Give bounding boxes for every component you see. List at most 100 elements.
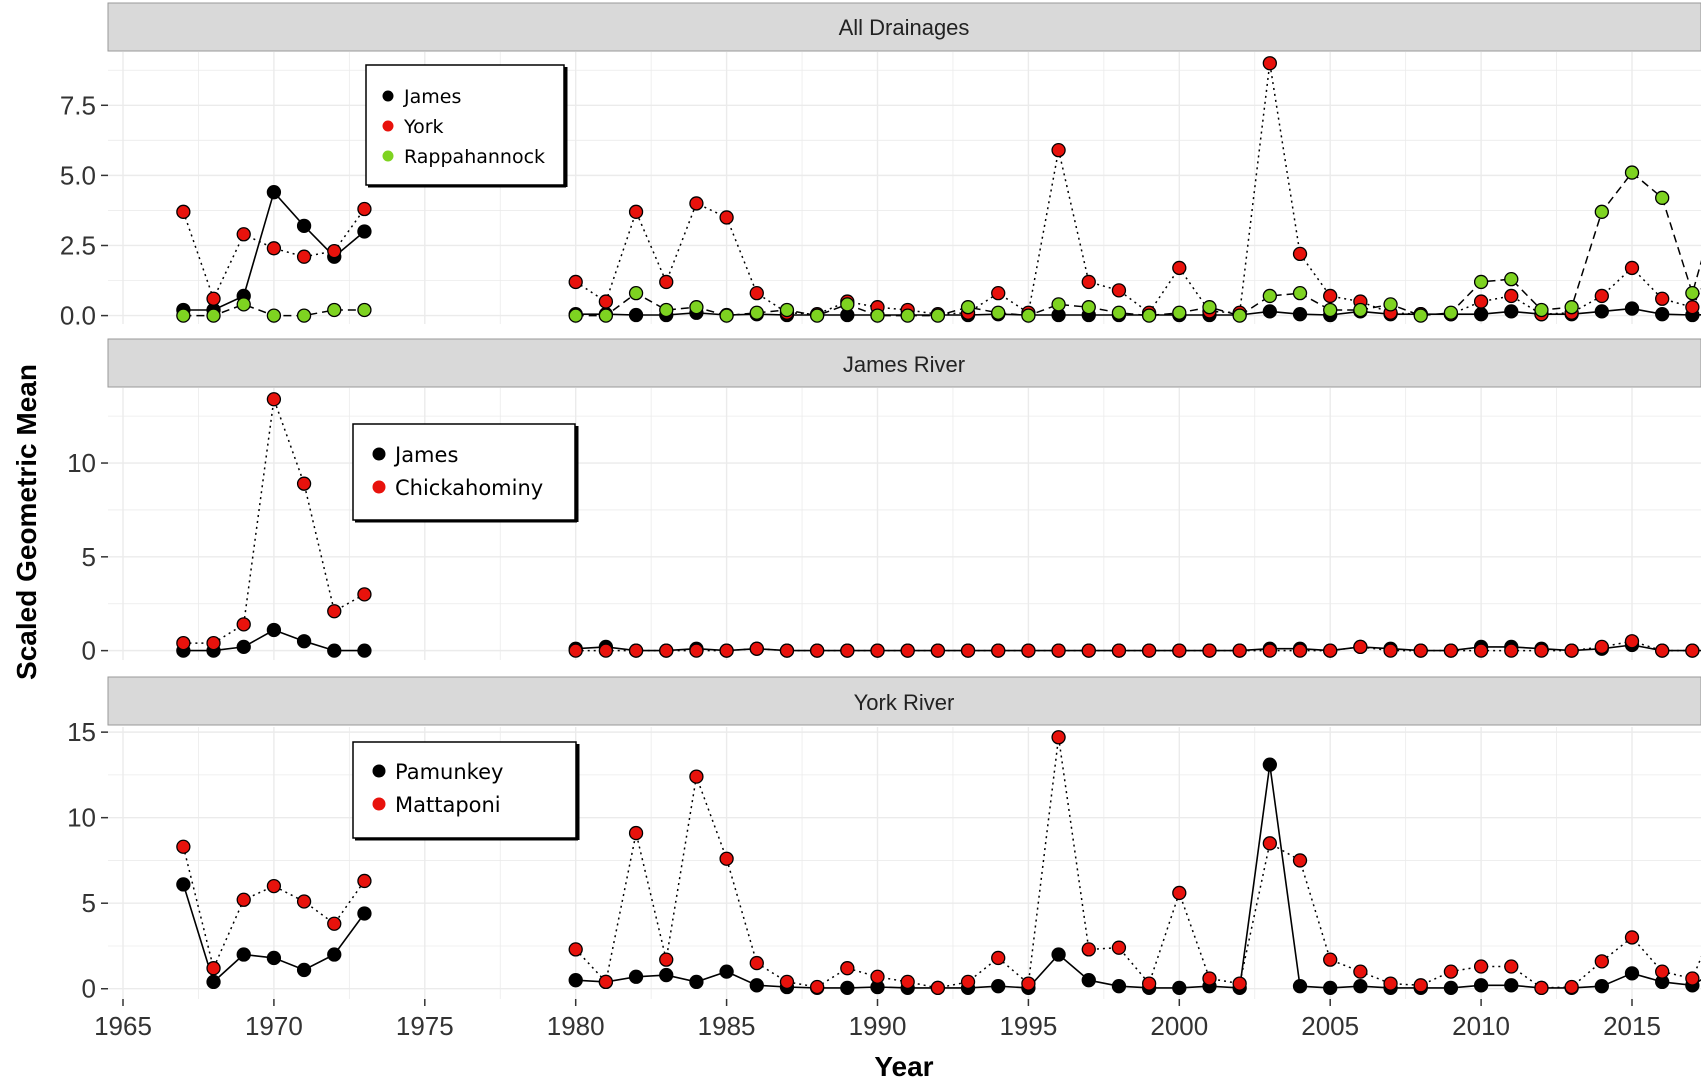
data-point-mattaponi: [1594, 954, 1609, 969]
data-point-mattaponi: [1232, 976, 1247, 991]
legend-box: [352, 423, 576, 521]
data-point-james: [266, 185, 282, 200]
data-point-mattaponi: [840, 961, 855, 976]
series-marks: [176, 730, 1701, 996]
data-point-york: [1504, 288, 1519, 304]
data-point-pamunkey: [1473, 978, 1489, 993]
data-point-mattaponi: [236, 892, 251, 907]
data-point-york: [749, 286, 764, 301]
data-point-pamunkey: [1594, 979, 1609, 994]
data-point-rappahannock: [296, 308, 312, 323]
data-point-york: [266, 241, 282, 256]
series-marks: [176, 56, 1701, 323]
data-point-york: [659, 274, 674, 290]
data-point-rappahannock: [1504, 271, 1519, 287]
data-point-chickahominy: [1202, 643, 1217, 658]
legend-key-york: [382, 120, 394, 132]
data-point-rappahannock: [1443, 305, 1459, 320]
data-point-mattaponi: [1202, 971, 1217, 986]
data-point-mattaponi: [1262, 836, 1277, 851]
data-point-rappahannock: [1685, 286, 1700, 301]
legend: James York Rappahannock: [365, 64, 568, 188]
data-point-rappahannock: [1594, 204, 1609, 219]
y-tick-label: 5: [82, 542, 96, 572]
data-point-james: [1473, 307, 1489, 322]
data-point-rappahannock: [779, 302, 795, 318]
data-point-rappahannock: [1141, 308, 1157, 323]
legend-label-james: James: [393, 443, 458, 467]
data-point-pamunkey: [1051, 947, 1066, 962]
data-point-chickahominy: [870, 643, 885, 658]
data-point-york: [628, 204, 644, 219]
data-point-chickahominy: [236, 617, 251, 632]
data-point-chickahominy: [991, 643, 1006, 658]
data-point-chickahominy: [1504, 643, 1519, 658]
data-point-mattaponi: [749, 955, 764, 971]
x-tick-label: 1970: [245, 1011, 303, 1041]
data-point-york: [176, 204, 191, 219]
data-point-mattaponi: [1051, 730, 1066, 745]
data-point-mattaponi: [1353, 964, 1368, 979]
data-point-mattaponi: [598, 974, 614, 990]
data-point-rappahannock: [1081, 300, 1096, 315]
data-point-rappahannock: [206, 308, 221, 323]
data-point-pamunkey: [1504, 978, 1519, 993]
data-point-mattaponi: [930, 980, 946, 996]
panel-york-river: York River 0 5 10 15 Pamunkey Mattaponi: [67, 676, 1701, 1004]
data-point-rappahannock: [1292, 286, 1308, 301]
legend-label-chickahominy: Chickahominy: [395, 476, 543, 500]
data-point-mattaponi: [1141, 976, 1157, 991]
data-point-rappahannock: [809, 308, 825, 323]
data-point-pamunkey: [1624, 966, 1640, 981]
data-point-chickahominy: [1624, 634, 1640, 649]
data-point-chickahominy: [1413, 643, 1428, 658]
data-point-chickahominy: [809, 643, 825, 658]
y-tick-label: 7.5: [60, 90, 96, 120]
data-point-pamunkey: [266, 950, 282, 966]
data-point-chickahominy: [327, 604, 342, 619]
data-point-pamunkey: [749, 978, 764, 993]
data-point-pamunkey: [236, 947, 251, 962]
data-point-rappahannock: [327, 302, 342, 318]
data-point-mattaponi: [1383, 976, 1398, 991]
legend-label-rappahannock: Rappahannock: [404, 146, 545, 168]
data-point-rappahannock: [1172, 305, 1187, 320]
data-point-mattaponi: [357, 873, 372, 889]
data-point-rappahannock: [357, 302, 372, 318]
data-point-mattaponi: [327, 916, 342, 931]
legend-box: [365, 64, 565, 186]
data-point-chickahominy: [266, 392, 282, 407]
data-point-mattaponi: [960, 974, 976, 990]
data-point-chickahominy: [1685, 643, 1700, 658]
data-point-rappahannock: [1353, 302, 1368, 318]
data-point-rappahannock: [930, 308, 946, 323]
data-point-james: [628, 307, 644, 323]
data-point-mattaponi: [659, 952, 674, 967]
data-point-pamunkey: [1262, 757, 1277, 772]
data-point-chickahominy: [840, 643, 855, 658]
data-point-pamunkey: [719, 964, 734, 979]
data-point-chickahominy: [659, 643, 674, 658]
y-tick-label: 10: [67, 448, 96, 478]
x-tick-label: 2010: [1452, 1011, 1510, 1041]
data-point-york: [1051, 142, 1066, 158]
data-point-york: [1323, 288, 1338, 304]
data-point-chickahominy: [1443, 643, 1459, 658]
x-axis: 1965 1970 1975 1980 1985 1990 1995 2000 2005 2010…: [94, 999, 1661, 1041]
data-point-chickahominy: [1172, 643, 1187, 658]
legend-label-mattaponi: Mattaponi: [395, 793, 501, 817]
data-point-rappahannock: [870, 308, 885, 323]
data-point-chickahominy: [1655, 643, 1670, 658]
data-point-rappahannock: [659, 302, 674, 318]
data-point-pamunkey: [327, 947, 342, 962]
data-point-pamunkey: [628, 969, 644, 984]
data-point-mattaponi: [1323, 952, 1338, 967]
y-axis: 0 5 10 15: [67, 717, 108, 1004]
x-tick-label: 1990: [849, 1011, 907, 1041]
series-line-rappahannock: [575, 171, 1701, 317]
data-point-james: [296, 634, 312, 649]
data-point-york: [1081, 274, 1096, 290]
data-point-rappahannock: [1232, 308, 1247, 323]
data-point-york: [1655, 291, 1670, 306]
data-point-mattaponi: [809, 979, 825, 995]
